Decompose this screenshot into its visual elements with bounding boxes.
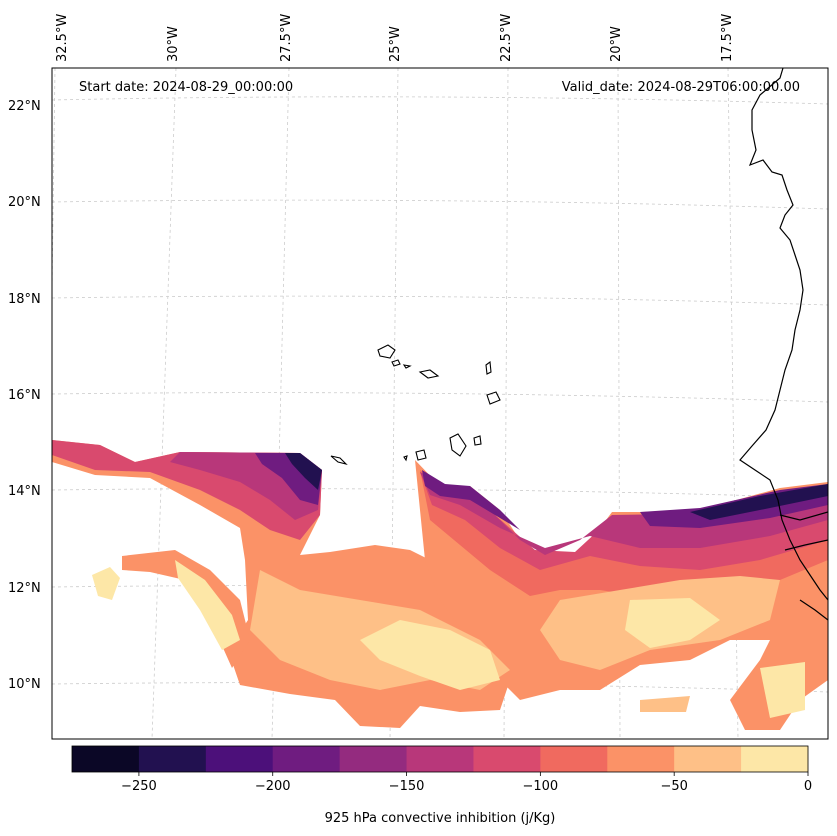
lat-label: 12°N bbox=[8, 581, 41, 596]
colorbar-segment bbox=[205, 746, 274, 772]
lat-label: 20°N bbox=[8, 195, 41, 210]
lon-label: 27.5°W bbox=[279, 14, 294, 62]
colorbar-segment bbox=[607, 746, 675, 772]
colorbar-tick-label: −50 bbox=[660, 779, 687, 794]
colorbar-segments bbox=[72, 746, 809, 772]
colorbar-segment bbox=[473, 746, 541, 772]
cin-contour-fills bbox=[52, 440, 828, 730]
lon-label: 25°W bbox=[388, 26, 403, 62]
longitude-labels: 32.5°W 30°W 27.5°W 25°W 22.5°W 20°W 17.5… bbox=[55, 14, 735, 62]
latitude-labels: 22°N 20°N 18°N 16°N 14°N 12°N 10°N bbox=[8, 99, 41, 692]
colorbar-segment bbox=[741, 746, 809, 772]
contour-sw-fragment bbox=[92, 567, 120, 600]
colorbar-tick-label: −250 bbox=[121, 779, 157, 794]
colorbar-segment bbox=[339, 746, 408, 772]
lat-label: 16°N bbox=[8, 388, 41, 403]
colorbar-segment bbox=[674, 746, 742, 772]
contour-nw-darkest bbox=[285, 453, 322, 490]
colorbar-segment bbox=[138, 746, 207, 772]
colorbar-segment bbox=[72, 746, 140, 772]
map-frame bbox=[51, 67, 829, 740]
coastline-africa bbox=[739, 68, 828, 621]
contour-ne-darkest bbox=[690, 484, 828, 520]
lon-label: 30°W bbox=[166, 26, 181, 62]
lon-label: 17.5°W bbox=[720, 14, 735, 62]
contour-east-lightest bbox=[625, 598, 720, 648]
lat-label: 22°N bbox=[8, 99, 41, 114]
lat-label: 18°N bbox=[8, 292, 41, 307]
colorbar-label: 925 hPa convective inhibition (j/Kg) bbox=[325, 811, 556, 826]
contour-sw-light bbox=[175, 560, 240, 650]
lon-label: 32.5°W bbox=[55, 14, 70, 62]
colorbar-tick-label: −100 bbox=[523, 779, 559, 794]
colorbar-segment bbox=[406, 746, 474, 772]
contour-center-lightest bbox=[360, 620, 500, 690]
colorbar-frame bbox=[71, 745, 809, 773]
start-date-label: Start date: 2024-08-29_00:00:00 bbox=[79, 80, 293, 95]
colorbar-tick-label: −150 bbox=[389, 779, 425, 794]
colorbar-tick-label: 0 bbox=[804, 779, 812, 794]
colorbar-segment bbox=[272, 746, 341, 772]
cape-verde-islands bbox=[330, 344, 501, 466]
contour-se-light bbox=[760, 662, 805, 718]
contour-ne-band-3 bbox=[420, 472, 828, 555]
contour-se-strip bbox=[640, 696, 690, 712]
lat-label: 10°N bbox=[8, 677, 41, 692]
valid-date-label: Valid_date: 2024-08-29T06:00:00.00 bbox=[562, 80, 800, 95]
lon-label: 22.5°W bbox=[499, 14, 514, 62]
colorbar-ticks: −250 −200 −150 −100 −50 0 bbox=[121, 772, 812, 794]
contour-sw-band bbox=[122, 550, 250, 668]
lat-label: 14°N bbox=[8, 484, 41, 499]
contour-ne-band-4 bbox=[422, 470, 520, 530]
colorbar-tick-label: −200 bbox=[255, 779, 291, 794]
colorbar-segment bbox=[540, 746, 608, 772]
lon-label: 20°W bbox=[609, 26, 624, 62]
colorbar: −250 −200 −150 −100 −50 0 925 hPa convective … bbox=[71, 745, 812, 826]
